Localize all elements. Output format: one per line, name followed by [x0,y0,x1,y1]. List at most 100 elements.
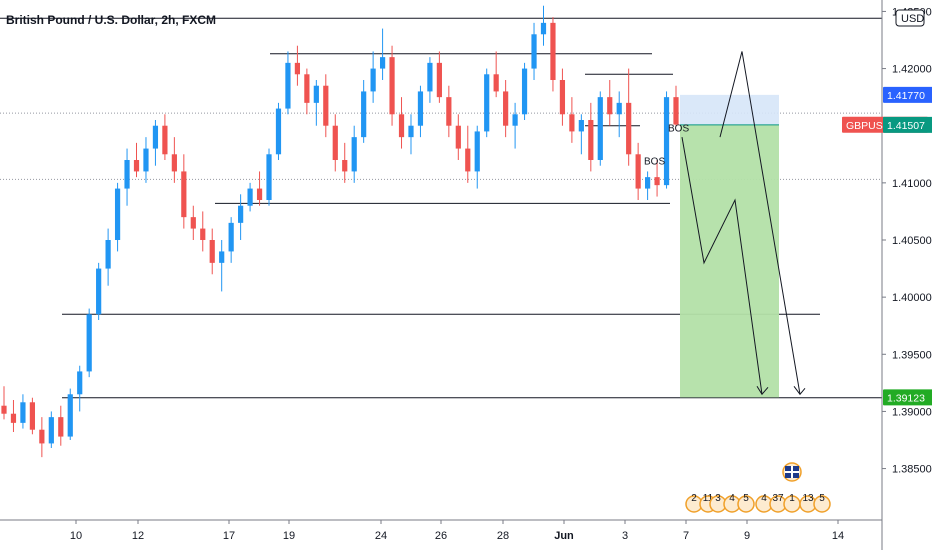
candle-body [616,102,622,115]
candle-body [446,97,452,126]
candle-body [474,131,480,172]
x-tick-label: 12 [132,530,144,542]
y-tick-label: 1.39000 [892,406,932,418]
candle-body [285,62,291,109]
candle-body [247,188,253,206]
candle-body [550,22,556,80]
projection-path-b [719,51,801,395]
candle-body [10,413,17,423]
candle-body [228,222,234,252]
chart-title: British Pound / U.S. Dollar, 2h, FXCM [6,13,216,27]
candle-body [181,171,187,218]
candle-body [209,240,215,263]
price-tag [883,86,932,103]
candle-body [162,125,168,155]
candle-body [578,120,584,132]
candle-body [219,251,225,263]
candle-body [436,62,442,98]
candle-body [645,177,651,189]
x-tick-label: 19 [283,530,295,542]
candle-body [67,394,73,437]
candle-body [484,74,490,132]
candle-body [152,125,159,149]
economic-events[interactable]: 2 11 3 4 5 4 37 1 13 5 [685,462,831,513]
candle-body [39,429,45,444]
event-count: 4 [761,493,767,504]
candles [1,5,679,458]
candle-body [114,188,121,240]
candle-body [256,188,263,200]
x-tick-label: 26 [435,530,447,542]
event-count: 4 [729,493,735,504]
event-flag-icon[interactable]: 1 [783,493,801,513]
candle-body [370,68,376,92]
event-flag-icon[interactable]: 5 [737,493,755,513]
y-axis[interactable]: 1.425001.420001.415001.410001.405001.400… [881,0,932,550]
candle-body [124,160,130,189]
candle-body [275,108,282,155]
event-count: 5 [743,493,749,504]
candle-body [133,160,140,172]
event-circle [737,495,755,513]
candle-body [323,85,329,126]
event-count: 5 [819,493,825,504]
risk-reward-zones [680,94,779,398]
candle-body [673,97,679,125]
event-flag-icon[interactable]: 5 [813,493,831,513]
candle-body [493,74,499,92]
candle-body [313,85,319,103]
candle-body [521,68,528,115]
x-axis[interactable]: 10 12 17 19 24 26 28 Jun 3 7 9 14 [0,519,882,542]
candle-body [332,125,338,160]
candle-body [351,137,357,172]
candle-body [238,205,244,223]
candle-body [427,62,433,92]
candle-body [96,268,102,315]
candle-body [379,57,386,69]
candle-body [635,154,641,189]
candle-body [342,160,348,172]
candle-body [266,154,272,200]
candle-body [408,125,414,138]
y-tick-label: 1.41000 [892,178,932,190]
event-count: 3 [715,493,721,504]
candle-body [417,91,424,126]
candle-body [540,22,547,35]
price-tag [883,116,932,133]
y-tick-label: 1.40000 [892,292,932,304]
x-tick-label: 10 [70,530,82,542]
arrow-head-icon [793,385,806,396]
event-count: 1 [789,493,795,504]
annotations: BOS BOS [644,123,689,167]
chart-header: British Pound / U.S. Dollar, 2h, FXCM [6,13,216,27]
x-tick-label: 7 [683,530,689,542]
x-tick-label: 14 [832,530,844,542]
event-flag-icon[interactable] [782,462,802,482]
x-tick-label: 9 [744,530,750,542]
y-tick-label: 1.42000 [892,64,932,76]
candle-body [559,80,566,115]
event-flag-icon[interactable]: 3 [709,493,727,513]
price-tag-label: 1.39123 [887,392,925,404]
candle-body [361,91,367,138]
candle-body [531,34,537,69]
event-count: 2 [691,493,697,504]
projection-paths [681,51,806,396]
candle-body [626,102,632,155]
event-circle [813,495,831,513]
candle-body [29,402,35,430]
candle-body [465,148,471,172]
bos-label: BOS [644,157,665,168]
candle-body [200,228,206,240]
candle-body [588,120,594,160]
candle-body [597,97,603,160]
candle-body [1,405,7,414]
x-tick-label: 3 [622,530,628,542]
candle-body [105,240,111,269]
price-tag-label: 1.41507 [887,120,925,132]
y-tick-label: 1.38500 [892,464,932,476]
candle-body [389,57,395,115]
